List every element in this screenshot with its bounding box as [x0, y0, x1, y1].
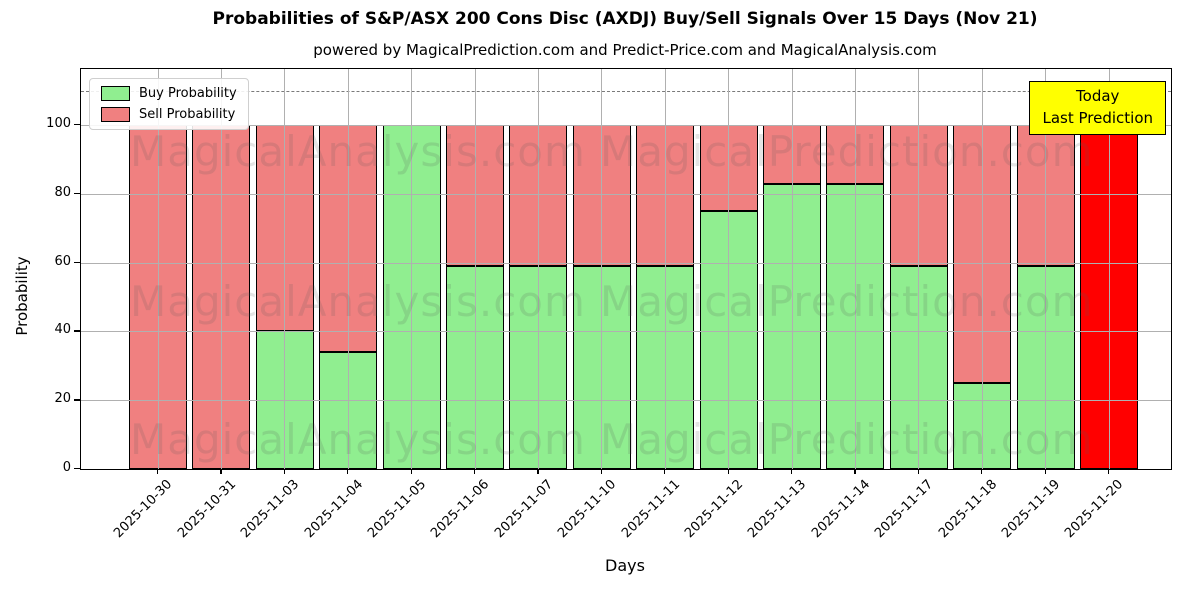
watermark-text: MagicalAnalysis.com	[130, 415, 586, 464]
x-tick-mark	[157, 468, 159, 474]
gridline-vertical	[854, 69, 856, 469]
gridline-vertical	[474, 69, 476, 469]
y-tick-mark	[74, 330, 80, 332]
legend-swatch-buy-icon	[101, 86, 130, 101]
gridline-vertical	[347, 69, 349, 469]
x-tick-mark	[981, 468, 983, 474]
x-tick-mark	[537, 468, 539, 474]
x-tick-mark	[917, 468, 920, 474]
x-tick-label: 2025-11-13	[745, 477, 810, 542]
gridline-vertical	[537, 69, 539, 469]
today-annotation-line1: Today	[1076, 87, 1120, 105]
x-tick-mark	[1108, 468, 1110, 474]
gridline-vertical	[728, 69, 730, 469]
x-tick-label: 2025-11-18	[935, 477, 1000, 542]
gridline-horizontal	[81, 400, 1171, 402]
gridline-vertical	[981, 69, 983, 469]
gridline-horizontal	[81, 262, 1171, 264]
legend-label-sell: Sell Probability	[139, 107, 236, 122]
gridline-horizontal	[81, 125, 1171, 127]
plot-area: Buy Probability Sell Probability Today L…	[80, 68, 1172, 470]
dashed-threshold-line	[81, 90, 1171, 92]
today-annotation: Today Last Prediction	[1029, 81, 1166, 135]
y-tick-label: 80	[54, 184, 71, 200]
x-tick-mark	[1044, 468, 1046, 474]
x-tick-label: 2025-11-07	[491, 477, 557, 542]
legend-label-buy: Buy Probability	[139, 86, 237, 101]
x-tick-label: 2025-11-12	[682, 477, 747, 542]
x-tick-label: 2025-11-17	[872, 477, 937, 542]
y-tick-mark	[74, 261, 80, 263]
legend-item-buy: Buy Probability	[101, 86, 237, 101]
x-tick-mark	[220, 468, 222, 474]
x-tick-label: 2025-11-06	[428, 477, 493, 542]
x-tick-mark	[410, 468, 412, 474]
x-tick-mark	[283, 468, 286, 474]
y-tick-label: 20	[54, 391, 71, 407]
x-tick-label: 2025-10-30	[111, 477, 176, 542]
gridline-vertical	[284, 69, 286, 469]
x-axis-label: Days	[605, 556, 645, 575]
x-tick-label: 2025-11-10	[555, 477, 620, 542]
x-tick-mark	[854, 468, 856, 474]
x-tick-label: 2025-11-20	[1062, 477, 1127, 542]
gridline-vertical	[791, 69, 793, 469]
watermark-text: MagicalAnalysis.com	[130, 277, 586, 326]
y-tick-mark	[74, 192, 80, 195]
legend: Buy Probability Sell Probability	[89, 78, 249, 130]
gridline-vertical	[918, 69, 920, 469]
gridline-vertical	[157, 69, 159, 469]
gridline-vertical	[1045, 69, 1047, 469]
x-tick-mark	[727, 468, 729, 474]
x-tick-label: 2025-11-03	[238, 477, 303, 542]
y-tick-label: 100	[46, 116, 71, 132]
gridline-vertical	[601, 69, 603, 469]
gridline-vertical	[411, 69, 413, 469]
x-tick-label: 2025-11-11	[618, 477, 683, 542]
chart-title: Probabilities of S&P/ASX 200 Cons Disc (…	[212, 9, 1038, 29]
today-annotation-line2: Last Prediction	[1042, 108, 1153, 127]
watermark-text: MagicalAnalysis.com	[130, 127, 586, 176]
chart-subtitle: powered by MagicalPrediction.com and Pre…	[313, 41, 937, 59]
x-tick-label: 2025-11-04	[301, 477, 366, 542]
y-tick-mark	[74, 399, 80, 401]
gridline-vertical	[220, 69, 222, 469]
y-axis-label: Probability	[13, 256, 31, 336]
gridline-vertical	[664, 69, 666, 469]
y-tick-label: 40	[54, 322, 71, 338]
x-tick-label: 2025-11-05	[365, 477, 430, 542]
x-tick-mark	[347, 468, 349, 474]
x-tick-label: 2025-10-31	[174, 477, 240, 542]
legend-item-sell: Sell Probability	[101, 107, 237, 122]
watermark-text: MagicalPrediction.com	[600, 415, 1094, 464]
y-tick-mark	[74, 468, 80, 470]
y-tick-label: 60	[54, 253, 71, 269]
y-tick-label: 0	[62, 460, 71, 475]
watermark-text: MagicalPrediction.com	[600, 277, 1094, 326]
watermark-text: MagicalPrediction.com	[600, 127, 1094, 176]
gridline-vertical	[1108, 69, 1110, 469]
x-tick-mark	[791, 468, 793, 474]
x-tick-label: 2025-11-19	[999, 477, 1064, 542]
x-tick-mark	[664, 468, 666, 474]
x-tick-mark	[474, 468, 476, 474]
gridline-horizontal	[81, 193, 1171, 195]
gridline-horizontal	[81, 331, 1171, 333]
x-tick-label: 2025-11-14	[808, 477, 874, 542]
legend-swatch-sell-icon	[101, 107, 130, 122]
x-tick-mark	[600, 468, 603, 474]
y-tick-mark	[74, 124, 80, 126]
